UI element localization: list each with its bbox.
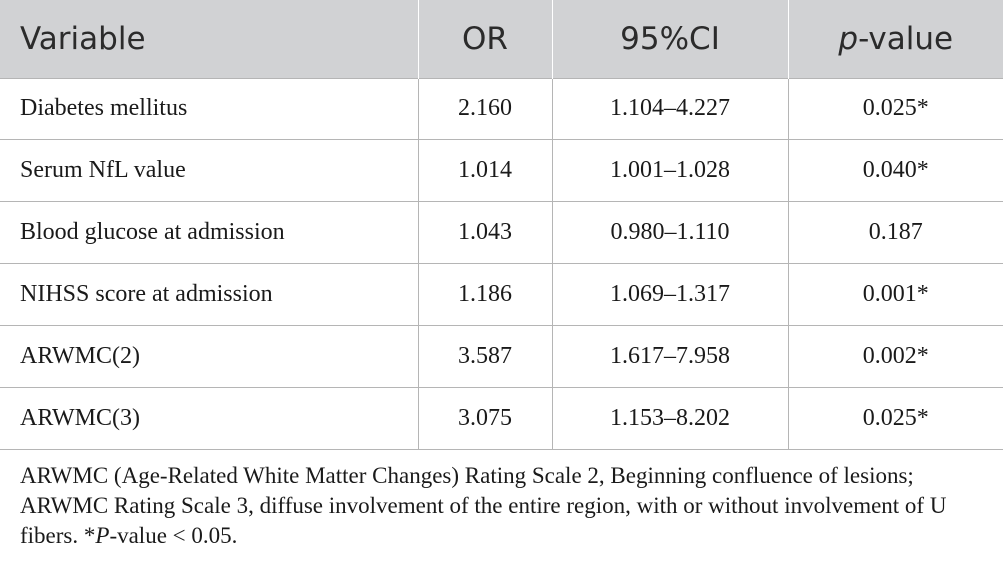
cell-variable: Serum NfL value — [0, 138, 418, 201]
table-header: Variable OR 95%CI p-value — [0, 0, 1003, 78]
cell-or: 3.075 — [417, 386, 552, 450]
cell-variable: ARWMC(2) — [0, 324, 418, 387]
table-row: ARWMC(3) 3.075 1.153–8.202 0.025* — [0, 386, 1003, 450]
header-or: OR — [417, 0, 552, 78]
cell-variable: Diabetes mellitus — [0, 77, 418, 139]
header-ci: 95%CI — [551, 0, 788, 78]
table-row: Diabetes mellitus 2.160 1.104–4.227 0.02… — [0, 77, 1003, 139]
cell-or: 2.160 — [417, 77, 552, 139]
cell-or: 1.186 — [417, 262, 552, 325]
cell-p-value: 0.001* — [787, 262, 1003, 325]
cell-or: 3.587 — [417, 324, 552, 387]
header-variable: Variable — [20, 20, 146, 57]
cell-ci: 1.001–1.028 — [551, 138, 788, 201]
cell-p-value: 0.187 — [787, 200, 1003, 263]
table-body: Diabetes mellitus 2.160 1.104–4.227 0.02… — [0, 77, 1003, 450]
cell-p-value: 0.040* — [787, 138, 1003, 201]
cell-ci: 1.104–4.227 — [551, 77, 788, 139]
cell-ci: 0.980–1.110 — [551, 200, 788, 263]
results-table-container: Variable OR 95%CI p-value Diabetes melli… — [0, 0, 1003, 450]
header-p-italic: p — [838, 20, 859, 57]
table-footnote: ARWMC (Age-Related White Matter Changes)… — [20, 461, 980, 551]
table-row: Blood glucose at admission 1.043 0.980–1… — [0, 200, 1003, 263]
footnote-p-italic: P — [95, 523, 110, 548]
cell-ci: 1.069–1.317 — [551, 262, 788, 325]
cell-variable: NIHSS score at admission — [0, 262, 418, 325]
cell-or: 1.043 — [417, 200, 552, 263]
cell-variable: Blood glucose at admission — [0, 200, 418, 263]
footnote-end: -value < 0.05. — [109, 523, 238, 548]
odds-ratio-table: Variable OR 95%CI p-value Diabetes melli… — [0, 0, 1003, 450]
header-p-rest: -value — [858, 20, 954, 57]
cell-ci: 1.153–8.202 — [551, 386, 788, 450]
cell-or: 1.014 — [417, 138, 552, 201]
header-row: Variable OR 95%CI p-value — [0, 0, 1003, 78]
table-row: ARWMC(2) 3.587 1.617–7.958 0.002* — [0, 324, 1003, 387]
cell-p-value: 0.002* — [787, 324, 1003, 387]
cell-p-value: 0.025* — [787, 386, 1003, 450]
table-row: Serum NfL value 1.014 1.001–1.028 0.040* — [0, 138, 1003, 201]
cell-variable: ARWMC(3) — [0, 386, 418, 450]
header-p-value: p-value — [787, 0, 1003, 78]
table-row: NIHSS score at admission 1.186 1.069–1.3… — [0, 262, 1003, 325]
footnote-main: ARWMC (Age-Related White Matter Changes)… — [20, 463, 947, 548]
cell-p-value: 0.025* — [787, 77, 1003, 139]
cell-ci: 1.617–7.958 — [551, 324, 788, 387]
